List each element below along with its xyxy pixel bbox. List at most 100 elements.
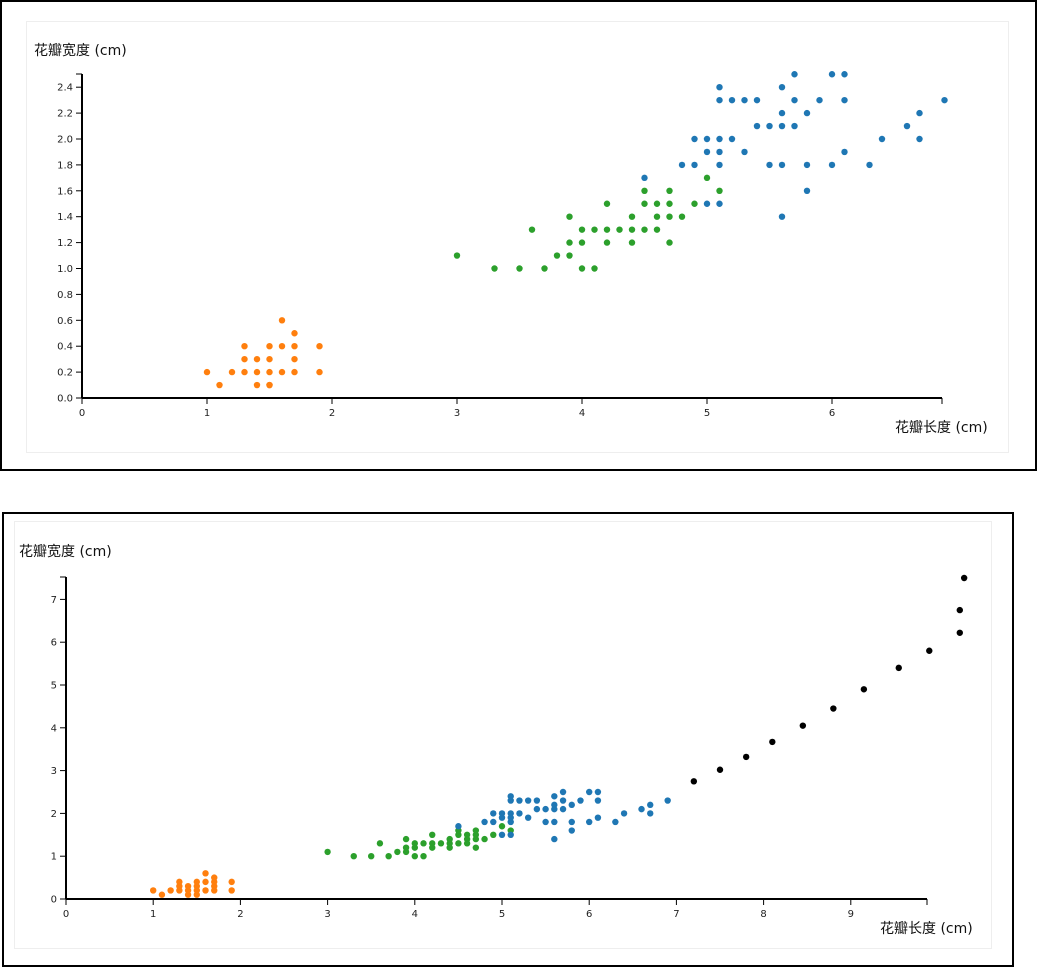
data-point-virginica	[778, 161, 786, 169]
data-point-extra	[926, 647, 933, 654]
data-point-versicolor	[491, 265, 498, 272]
data-point-virginica	[568, 801, 575, 809]
data-point-versicolor	[455, 840, 462, 847]
y-tick-label: 0.6	[57, 316, 73, 327]
data-point-versicolor	[666, 187, 673, 194]
data-point-versicolor	[411, 840, 418, 847]
data-point-virginica	[778, 84, 786, 91]
y-tick-label: 1.8	[57, 160, 73, 171]
data-point-virginica	[594, 797, 602, 804]
data-point-virginica	[507, 810, 514, 817]
data-point-virginica	[612, 818, 619, 826]
data-point-versicolor	[553, 252, 561, 259]
data-point-setosa	[202, 887, 209, 894]
data-point-extra	[956, 629, 963, 636]
data-point-extra	[799, 722, 807, 729]
x-tick-label: 5	[704, 408, 710, 419]
data-point-setosa	[316, 368, 323, 376]
data-point-versicolor	[402, 835, 410, 843]
x-tick-label: 1	[150, 909, 156, 920]
x-axis-label-1: 花瓣长度 (cm)	[895, 420, 988, 436]
data-point-virginica	[620, 810, 628, 817]
data-point-virginica	[551, 835, 558, 843]
data-point-versicolor	[411, 853, 418, 860]
data-point-virginica	[516, 810, 523, 817]
y-tick-label: 2	[51, 809, 57, 820]
data-point-virginica	[803, 161, 811, 169]
y-tick-label: 2.4	[57, 83, 73, 94]
data-point-versicolor	[394, 848, 401, 856]
data-point-setosa	[241, 343, 248, 350]
y-tick-label: 0.0	[57, 394, 73, 405]
data-point-versicolor	[641, 200, 648, 207]
data-point-versicolor	[578, 265, 586, 272]
data-point-versicolor	[628, 239, 636, 246]
y-tick-label: 1.6	[57, 186, 73, 197]
y-tick-label: 0.2	[57, 368, 73, 379]
data-point-versicolor	[591, 226, 598, 233]
data-point-versicolor	[350, 853, 357, 860]
x-tick-label: 0	[63, 909, 69, 920]
data-point-virginica	[753, 122, 761, 130]
y-tick-label: 4	[51, 723, 57, 734]
data-point-extra	[769, 738, 776, 746]
data-point-virginica	[542, 818, 549, 826]
data-point-versicolor	[420, 853, 427, 860]
data-point-extra	[690, 778, 698, 785]
x-tick-label: 8	[760, 909, 766, 920]
data-point-setosa	[253, 381, 261, 389]
data-point-versicolor	[516, 265, 523, 272]
data-point-extra	[860, 686, 868, 693]
x-tick-label: 4	[579, 408, 585, 419]
data-point-versicolor	[453, 252, 461, 259]
data-point-virginica	[551, 801, 558, 809]
data-point-virginica	[841, 148, 848, 156]
data-point-setosa	[193, 878, 200, 886]
data-point-virginica	[741, 148, 748, 156]
y-tick-label: 3	[51, 766, 57, 777]
data-point-virginica	[878, 135, 886, 143]
data-point-virginica	[586, 818, 593, 826]
data-point-virginica	[481, 818, 488, 826]
data-point-setosa	[216, 381, 223, 389]
data-point-virginica	[728, 135, 736, 143]
data-point-setosa	[278, 343, 286, 350]
data-point-virginica	[498, 831, 506, 838]
x-axis-label-2: 花瓣长度 (cm)	[880, 921, 973, 937]
data-point-virginica	[490, 810, 497, 817]
data-point-virginica	[716, 148, 723, 156]
data-point-virginica	[703, 200, 711, 207]
data-point-versicolor	[541, 265, 548, 272]
data-point-setosa	[228, 368, 236, 376]
data-point-setosa	[202, 878, 209, 886]
data-point-virginica	[594, 788, 602, 796]
x-tick-label: 2	[329, 408, 335, 419]
data-point-virginica	[941, 96, 948, 104]
data-point-setosa	[241, 368, 248, 376]
data-point-versicolor	[678, 213, 686, 220]
data-point-virginica	[559, 797, 567, 804]
data-point-setosa	[291, 343, 298, 350]
data-point-versicolor	[641, 226, 648, 233]
data-point-virginica	[703, 135, 711, 143]
data-point-versicolor	[603, 239, 611, 246]
data-point-virginica	[507, 831, 514, 838]
data-point-versicolor	[385, 853, 392, 860]
data-point-extra	[960, 574, 968, 582]
data-point-virginica	[524, 797, 532, 804]
data-point-virginica	[551, 793, 558, 800]
y-axis-label-1: 花瓣宽度 (cm)	[34, 43, 127, 59]
data-point-virginica	[816, 96, 823, 104]
data-point-virginica	[803, 187, 811, 194]
data-point-setosa	[167, 887, 174, 894]
data-point-virginica	[638, 805, 645, 813]
data-point-virginica	[647, 810, 654, 817]
data-point-versicolor	[429, 840, 436, 847]
data-point-setosa	[203, 368, 211, 376]
y-tick-label: 1	[51, 852, 57, 863]
data-point-versicolor	[716, 187, 723, 194]
y-tick-label: 0	[51, 895, 57, 906]
y-tick-label: 2.2	[57, 109, 73, 120]
data-point-versicolor	[653, 213, 661, 220]
y-tick-label: 1.4	[57, 212, 73, 223]
